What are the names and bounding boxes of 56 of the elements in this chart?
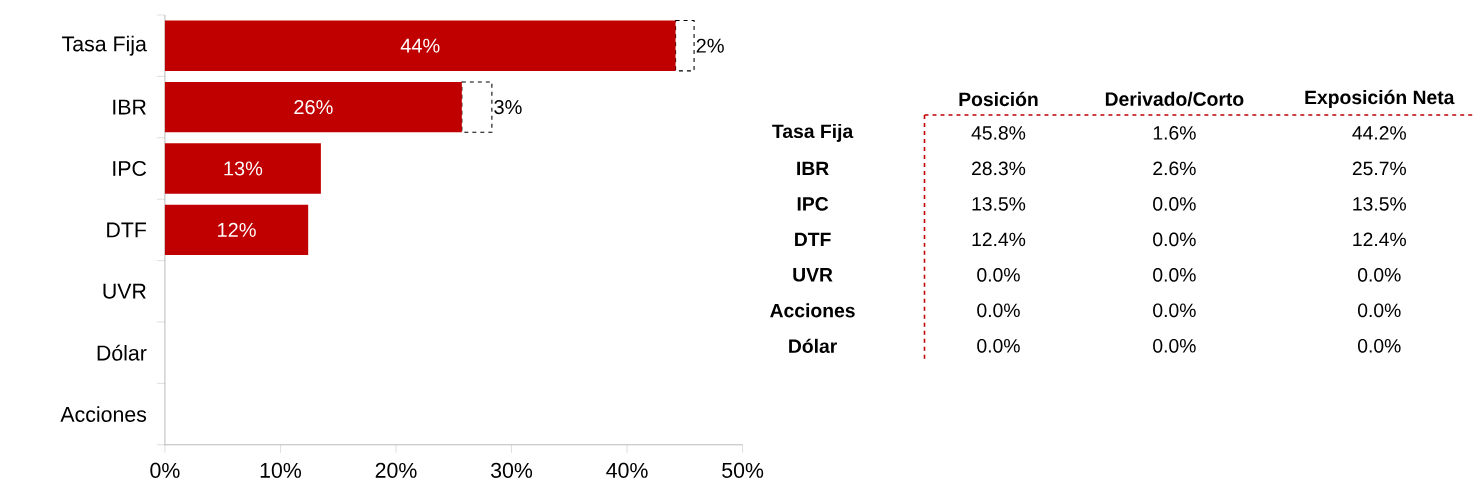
x-tick-label: 50% <box>722 462 764 479</box>
y-tick-label: Acciones <box>60 406 147 423</box>
category-label: Dólar <box>789 338 837 354</box>
y-tick-label: UVR <box>103 283 146 299</box>
text: 0.0% <box>977 339 1020 353</box>
data-label: 13% <box>224 161 263 176</box>
x-tick-label: 20% <box>375 462 417 479</box>
text: 13.5% <box>972 197 1026 211</box>
data-label: 12% <box>218 222 256 238</box>
text: 0.0% <box>1153 197 1196 211</box>
bar <box>164 204 309 256</box>
text: 45.8% <box>971 126 1026 140</box>
text: 0.0% <box>977 303 1020 318</box>
y-tick-label: DTF <box>107 222 147 238</box>
category-label: Tasa Fija <box>772 124 854 143</box>
x-tick-label: 10% <box>260 462 302 479</box>
x-tick-label: 30% <box>491 462 533 479</box>
text: 0.0% <box>1358 339 1401 353</box>
y-tick-label: Tasa Fija <box>62 35 147 56</box>
category-label: DTF <box>795 232 831 247</box>
y-tick-label: IBR <box>113 99 146 115</box>
bar <box>164 82 462 133</box>
x-tick-label: 40% <box>606 462 648 479</box>
category-label: Acciones <box>770 303 855 318</box>
text: 0.0% <box>1153 303 1196 318</box>
bar <box>164 20 676 71</box>
text: 13.5% <box>1353 197 1406 211</box>
category-label: Exposición Neta <box>1305 89 1455 109</box>
y-tick-label: IPC <box>113 161 147 177</box>
text: 28.3% <box>972 161 1026 176</box>
text: 0.0% <box>1358 303 1401 318</box>
category-label: Posición <box>959 91 1038 107</box>
text: 12.4% <box>972 232 1026 247</box>
text: 1.6% <box>1153 126 1196 140</box>
bar <box>461 81 493 133</box>
text: 2.6% <box>1153 161 1196 176</box>
bar <box>675 20 695 72</box>
data-label: 26% <box>294 100 333 115</box>
text: 44.2% <box>1352 126 1406 140</box>
text: 0.0% <box>1358 268 1401 282</box>
text: 0.0% <box>1153 232 1196 247</box>
data-label: 44% <box>400 38 440 53</box>
y-tick-label: Dólar <box>97 344 147 361</box>
text: 25.7% <box>1352 161 1406 176</box>
data-label: 2% <box>696 38 724 53</box>
bar <box>164 143 321 194</box>
text: 12.4% <box>1353 232 1406 247</box>
category-label: Derivado/Corto <box>1105 91 1244 107</box>
category-label: UVR <box>793 268 833 282</box>
category-label: IBR <box>797 161 829 176</box>
category-label: IPC <box>797 197 829 211</box>
text: 0.0% <box>1153 339 1196 353</box>
text: 0.0% <box>1153 268 1196 282</box>
text: 0.0% <box>977 268 1020 282</box>
data-label: 3% <box>494 100 522 115</box>
x-tick-label: 0% <box>150 462 180 479</box>
